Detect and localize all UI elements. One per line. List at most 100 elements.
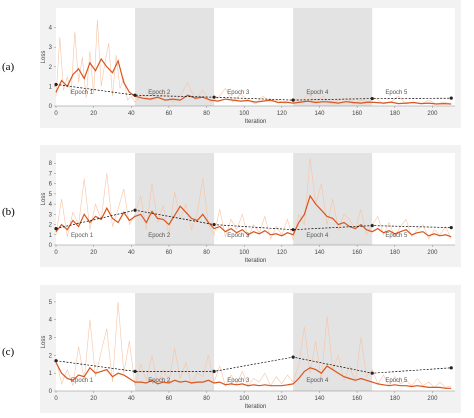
x-tick-label: 0 (54, 250, 58, 256)
epoch-label: Epoch 5 (385, 233, 408, 239)
epoch-loss-line (55, 209, 452, 231)
y-tick-label: 5 (49, 192, 53, 198)
x-axis-label: Iteration (245, 119, 267, 125)
x-tick-label: 40 (128, 111, 135, 117)
x-tick-label: 140 (314, 396, 325, 402)
y-tick-label: 1 (49, 233, 53, 239)
epoch-loss-point (54, 82, 58, 87)
y-tick-label: 5 (49, 300, 53, 306)
x-tick-label: 80 (203, 396, 210, 402)
epoch-band (135, 8, 215, 106)
smoothed-loss-line (55, 362, 452, 389)
x-tick-label: 200 (427, 250, 438, 256)
epoch-loss-line (55, 356, 452, 374)
x-tick-label: 100 (239, 111, 250, 117)
x-tick-label: 80 (203, 111, 210, 117)
epoch-label: Epoch 1 (71, 233, 94, 239)
epoch-label: Epoch 2 (148, 233, 171, 239)
y-axis-label: Loss (41, 336, 47, 349)
epoch-label: Epoch 4 (306, 233, 329, 239)
panel-c: (c) 0 1 2 3 4 5 0 20 40 60 80 100 120 140 160 180 200 Iter… (2, 285, 461, 413)
x-tick-label: 160 (352, 111, 363, 117)
x-tick-label: 0 (54, 111, 58, 117)
y-tick-label: 1 (49, 371, 53, 377)
epoch-label: Epoch 3 (227, 378, 250, 384)
x-tick-label: 60 (166, 396, 173, 402)
raw-loss-line (55, 301, 452, 388)
y-axis-label: Loss (41, 51, 47, 64)
x-tick-label: 120 (277, 396, 288, 402)
y-tick-label: 1 (49, 84, 53, 90)
x-tick-label: 140 (314, 250, 325, 256)
y-axis-label: Loss (41, 193, 47, 206)
y-tick-label: 4 (49, 26, 53, 32)
plot-area (56, 153, 455, 245)
raw-loss-line (55, 158, 452, 240)
x-tick-label: 20 (90, 111, 97, 117)
epoch-label: Epoch 4 (306, 378, 329, 384)
x-tick-label: 120 (277, 111, 288, 117)
y-tick-label: 6 (49, 182, 53, 188)
y-tick-label: 3 (49, 212, 53, 218)
y-tick-label: 8 (49, 161, 53, 167)
y-tick-label: 2 (49, 65, 53, 71)
epoch-loss-point (291, 98, 295, 102)
epoch-loss-point (133, 369, 137, 373)
x-tick-label: 140 (314, 111, 325, 117)
x-tick-label: 20 (90, 396, 97, 402)
y-tick-label: 0 (49, 104, 53, 110)
x-tick-label: 60 (166, 111, 173, 117)
x-tick-label: 200 (427, 111, 438, 117)
x-tick-label: 0 (54, 396, 58, 402)
epoch-label: Epoch 5 (385, 378, 408, 384)
x-tick-label: 200 (427, 396, 438, 402)
x-tick-label: 40 (128, 396, 135, 402)
epoch-band (135, 153, 215, 245)
epoch-loss-point (291, 355, 295, 359)
epoch-loss-point (370, 371, 374, 375)
y-tick-label: 0 (49, 243, 53, 249)
epoch-label: Epoch 4 (306, 90, 329, 96)
epoch-loss-point (370, 96, 374, 101)
x-tick-label: 100 (239, 250, 250, 256)
panel-tag: (c) (2, 346, 15, 358)
epoch-loss-point (212, 222, 216, 227)
y-tick-label: 4 (49, 318, 53, 324)
epoch-label: Epoch 2 (148, 378, 171, 384)
y-tick-label: 0 (49, 389, 53, 395)
x-tick-label: 100 (239, 396, 250, 402)
x-tick-label: 120 (277, 250, 288, 256)
plot-area (56, 8, 455, 106)
epoch-band (293, 8, 373, 106)
y-tick-label: 4 (49, 202, 53, 208)
epoch-label: Epoch 1 (71, 378, 94, 384)
x-tick-label: 80 (203, 250, 210, 256)
panel-tag: (b) (2, 206, 15, 218)
x-axis-label: Iteration (245, 404, 267, 410)
x-tick-label: 160 (352, 250, 363, 256)
x-tick-label: 180 (390, 250, 401, 256)
epoch-loss-point (449, 226, 453, 230)
epoch-band (135, 293, 215, 391)
x-axis-label: Iteration (245, 258, 267, 264)
y-tick-label: 3 (49, 45, 53, 51)
epoch-label: Epoch 3 (227, 90, 250, 96)
panel-tag: (a) (2, 61, 15, 73)
y-tick-label: 2 (49, 353, 53, 359)
epoch-label: Epoch 5 (385, 90, 408, 96)
epoch-loss-point (370, 223, 374, 228)
epoch-loss-point (212, 95, 216, 99)
epoch-label: Epoch 1 (71, 90, 94, 96)
x-tick-label: 60 (166, 250, 173, 256)
epoch-loss-point (449, 96, 453, 100)
epoch-loss-point (133, 208, 137, 212)
plot-area (56, 293, 455, 391)
y-tick-label: 2 (49, 223, 53, 229)
epoch-loss-point (291, 228, 295, 232)
x-tick-label: 180 (390, 396, 401, 402)
y-tick-label: 3 (49, 336, 53, 342)
epoch-loss-point (133, 93, 137, 97)
